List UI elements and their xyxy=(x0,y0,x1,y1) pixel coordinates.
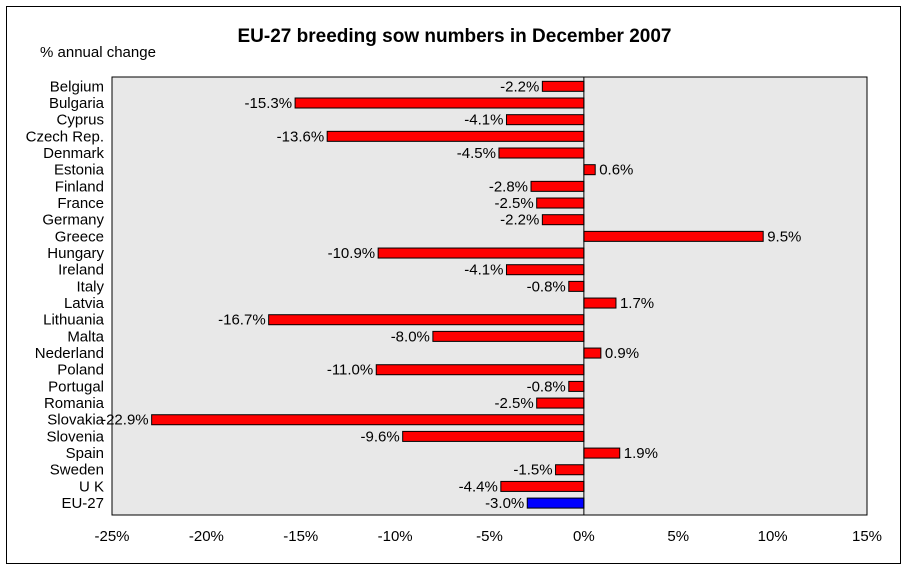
bar-hungary xyxy=(377,247,585,259)
value-label-czech-rep: -13.6% xyxy=(277,128,325,145)
category-label-sweden: Sweden xyxy=(50,462,104,479)
bar-nederland xyxy=(583,347,602,359)
category-label-italy: Italy xyxy=(76,278,104,295)
category-label-slovakia: Slovakia xyxy=(47,412,104,429)
value-label-cyprus: -4.1% xyxy=(464,112,503,129)
bar-spain xyxy=(583,447,621,459)
category-label-nederland: Nederland xyxy=(35,345,104,362)
bar-portugal xyxy=(568,380,585,392)
value-label-bulgaria: -15.3% xyxy=(245,95,293,112)
value-labels: -2.2%-15.3%-4.1%-13.6%-4.5%0.6%-2.8%-2.5… xyxy=(101,78,801,512)
value-label-hungary: -10.9% xyxy=(328,245,376,262)
value-label-lithuania: -16.7% xyxy=(218,312,266,329)
x-tick-label: -20% xyxy=(189,528,224,545)
bar-slovakia xyxy=(151,414,585,426)
category-label-cyprus: Cyprus xyxy=(56,112,104,129)
category-label-malta: Malta xyxy=(67,328,104,345)
category-label-bulgaria: Bulgaria xyxy=(49,95,105,112)
bar-malta xyxy=(432,330,585,342)
value-label-slovakia: -22.9% xyxy=(101,412,149,429)
bar-slovenia xyxy=(402,430,585,442)
category-label-hungary: Hungary xyxy=(47,245,104,262)
value-label-portugal: -0.8% xyxy=(527,378,566,395)
category-label-belgium: Belgium xyxy=(50,78,104,95)
x-tick-label: -25% xyxy=(94,528,129,545)
category-label-ireland: Ireland xyxy=(58,262,104,279)
x-tick-label: -10% xyxy=(378,528,413,545)
value-label-estonia: 0.6% xyxy=(599,162,633,179)
x-tick-label: 10% xyxy=(758,528,788,545)
bars-group xyxy=(151,80,764,509)
value-label-ireland: -4.1% xyxy=(464,262,503,279)
bar-finland xyxy=(530,180,585,192)
bar-eu-27 xyxy=(526,497,585,509)
value-label-nederland: 0.9% xyxy=(605,345,639,362)
x-tick-label: 15% xyxy=(852,528,882,545)
value-label-greece: 9.5% xyxy=(767,228,801,245)
value-label-slovenia: -9.6% xyxy=(360,428,399,445)
value-label-denmark: -4.5% xyxy=(457,145,496,162)
value-label-eu-27: -3.0% xyxy=(485,495,524,512)
value-label-spain: 1.9% xyxy=(624,445,658,462)
bar-bulgaria xyxy=(294,97,585,109)
value-label-u-k: -4.4% xyxy=(459,478,498,495)
value-label-france: -2.5% xyxy=(495,195,534,212)
category-label-lithuania: Lithuania xyxy=(43,312,105,329)
category-label-poland: Poland xyxy=(57,362,104,379)
bar-germany xyxy=(541,214,585,226)
value-label-romania: -2.5% xyxy=(495,395,534,412)
value-label-sweden: -1.5% xyxy=(513,462,552,479)
value-label-poland: -11.0% xyxy=(327,362,373,379)
bar-greece xyxy=(583,230,764,242)
category-label-spain: Spain xyxy=(66,445,104,462)
category-label-eu-27: EU-27 xyxy=(61,495,104,512)
bar-estonia xyxy=(583,164,596,176)
bar-u-k xyxy=(500,480,585,492)
bar-sweden xyxy=(555,464,585,476)
x-tick-label: -15% xyxy=(283,528,318,545)
category-label-slovenia: Slovenia xyxy=(46,428,104,445)
bar-cyprus xyxy=(505,114,585,126)
value-label-germany: -2.2% xyxy=(500,212,539,229)
category-label-germany: Germany xyxy=(42,212,104,229)
bar-italy xyxy=(568,280,585,292)
value-label-latvia: 1.7% xyxy=(620,295,654,312)
category-label-romania: Romania xyxy=(44,395,105,412)
value-label-italy: -0.8% xyxy=(527,278,566,295)
category-label-finland: Finland xyxy=(55,178,104,195)
plot-area xyxy=(111,76,868,516)
x-tick-label: 0% xyxy=(573,528,595,545)
category-label-latvia: Latvia xyxy=(64,295,105,312)
bar-denmark xyxy=(498,147,585,159)
x-tick-label: 5% xyxy=(667,528,689,545)
category-label-czech-rep: Czech Rep. xyxy=(26,128,104,145)
bar-latvia xyxy=(583,297,617,309)
category-label-denmark: Denmark xyxy=(43,145,104,162)
bar-lithuania xyxy=(268,314,585,326)
value-label-finland: -2.8% xyxy=(489,178,528,195)
category-label-estonia: Estonia xyxy=(54,162,105,179)
bar-poland xyxy=(375,364,585,376)
bar-ireland xyxy=(505,264,585,276)
value-label-belgium: -2.2% xyxy=(500,78,539,95)
x-tick-labels: -25% -20% -15% -10% -5% 0% 5% 10% 15% xyxy=(94,528,882,545)
bar-romania xyxy=(536,397,585,409)
bar-france xyxy=(536,197,585,209)
category-label-portugal: Portugal xyxy=(48,378,104,395)
value-label-malta: -8.0% xyxy=(391,328,430,345)
category-label-greece: Greece xyxy=(55,228,104,245)
category-label-u-k: U K xyxy=(79,478,104,495)
bar-belgium xyxy=(541,80,585,92)
x-tick-label: -5% xyxy=(476,528,503,545)
category-label-france: France xyxy=(57,195,104,212)
y-axis-label: % annual change xyxy=(40,44,156,61)
chart-title: EU-27 breeding sow numbers in December 2… xyxy=(237,26,672,47)
bar-czech-rep xyxy=(326,130,585,142)
